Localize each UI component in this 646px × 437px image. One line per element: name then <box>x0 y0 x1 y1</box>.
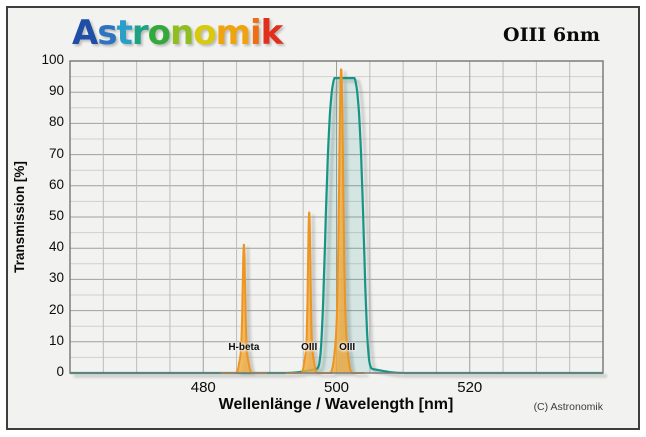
chart-panel: Astronomik OIII 6nm Transmission [%] Wel… <box>6 6 640 430</box>
gridlines <box>70 61 603 373</box>
transmission-chart-svg <box>69 60 607 378</box>
plot-frame <box>69 60 604 374</box>
